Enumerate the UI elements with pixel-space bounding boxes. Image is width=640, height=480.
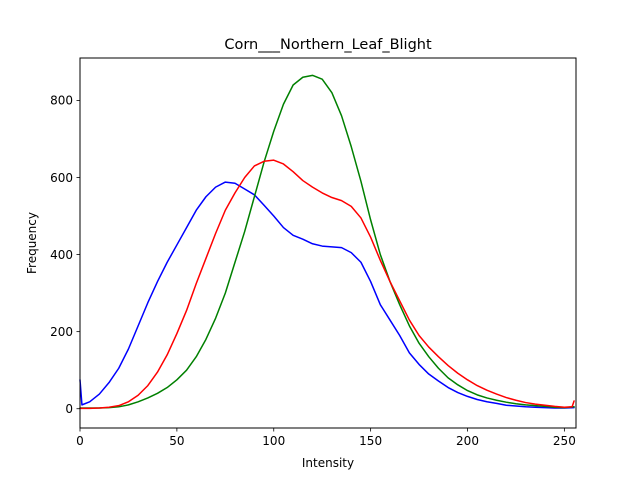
y-axis: 0 200 400 600 800 — [50, 94, 80, 416]
plot-frame — [79, 57, 577, 429]
y-tick-label: 200 — [50, 325, 73, 339]
x-tick-label: 150 — [359, 434, 382, 448]
series-line-2 — [79, 74, 575, 409]
x-tick-label: 50 — [169, 434, 184, 448]
plot-area — [79, 74, 575, 410]
x-tick-label: 250 — [553, 434, 576, 448]
y-tick-label: 600 — [50, 171, 73, 185]
chart-title: Corn___Northern_Leaf_Blight — [224, 37, 432, 53]
y-tick-label: 0 — [65, 402, 73, 416]
y-tick-label: 400 — [50, 248, 73, 262]
y-tick-label: 800 — [50, 94, 73, 108]
x-axis-label: Intensity — [302, 456, 354, 470]
series-line-3 — [79, 159, 575, 410]
series-line-1 — [79, 181, 575, 409]
x-axis: 0 50 100 150 200 250 — [76, 428, 576, 448]
x-tick-label: 200 — [456, 434, 479, 448]
y-axis-label: Frequency — [25, 212, 39, 274]
x-tick-label: 0 — [76, 434, 84, 448]
x-tick-label: 100 — [262, 434, 285, 448]
